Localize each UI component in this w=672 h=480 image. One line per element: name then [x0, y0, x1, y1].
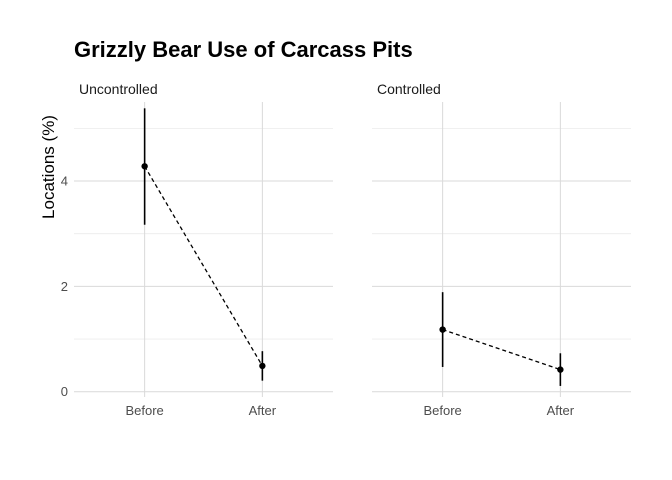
- x-tick-label: After: [547, 403, 575, 418]
- x-tick-label: Before: [125, 403, 163, 418]
- data-point: [439, 326, 446, 333]
- data-point: [141, 163, 148, 170]
- panel-label: Controlled: [377, 81, 441, 97]
- data-point: [557, 366, 564, 373]
- x-tick-label: Before: [423, 403, 461, 418]
- series-line: [442, 328, 561, 371]
- y-tick-label: 2: [61, 279, 68, 294]
- y-tick-label: 0: [61, 384, 68, 399]
- y-axis-label: Locations (%): [39, 115, 58, 219]
- panels: Uncontrolled Before After Controlled Before A…: [61, 81, 631, 418]
- panel-label: Uncontrolled: [79, 81, 158, 97]
- data-point: [259, 362, 266, 370]
- x-tick-label: After: [249, 403, 277, 418]
- series-line: [144, 165, 263, 367]
- y-tick-label: 4: [61, 174, 68, 189]
- chart-title: Grizzly Bear Use of Carcass Pits: [74, 37, 413, 62]
